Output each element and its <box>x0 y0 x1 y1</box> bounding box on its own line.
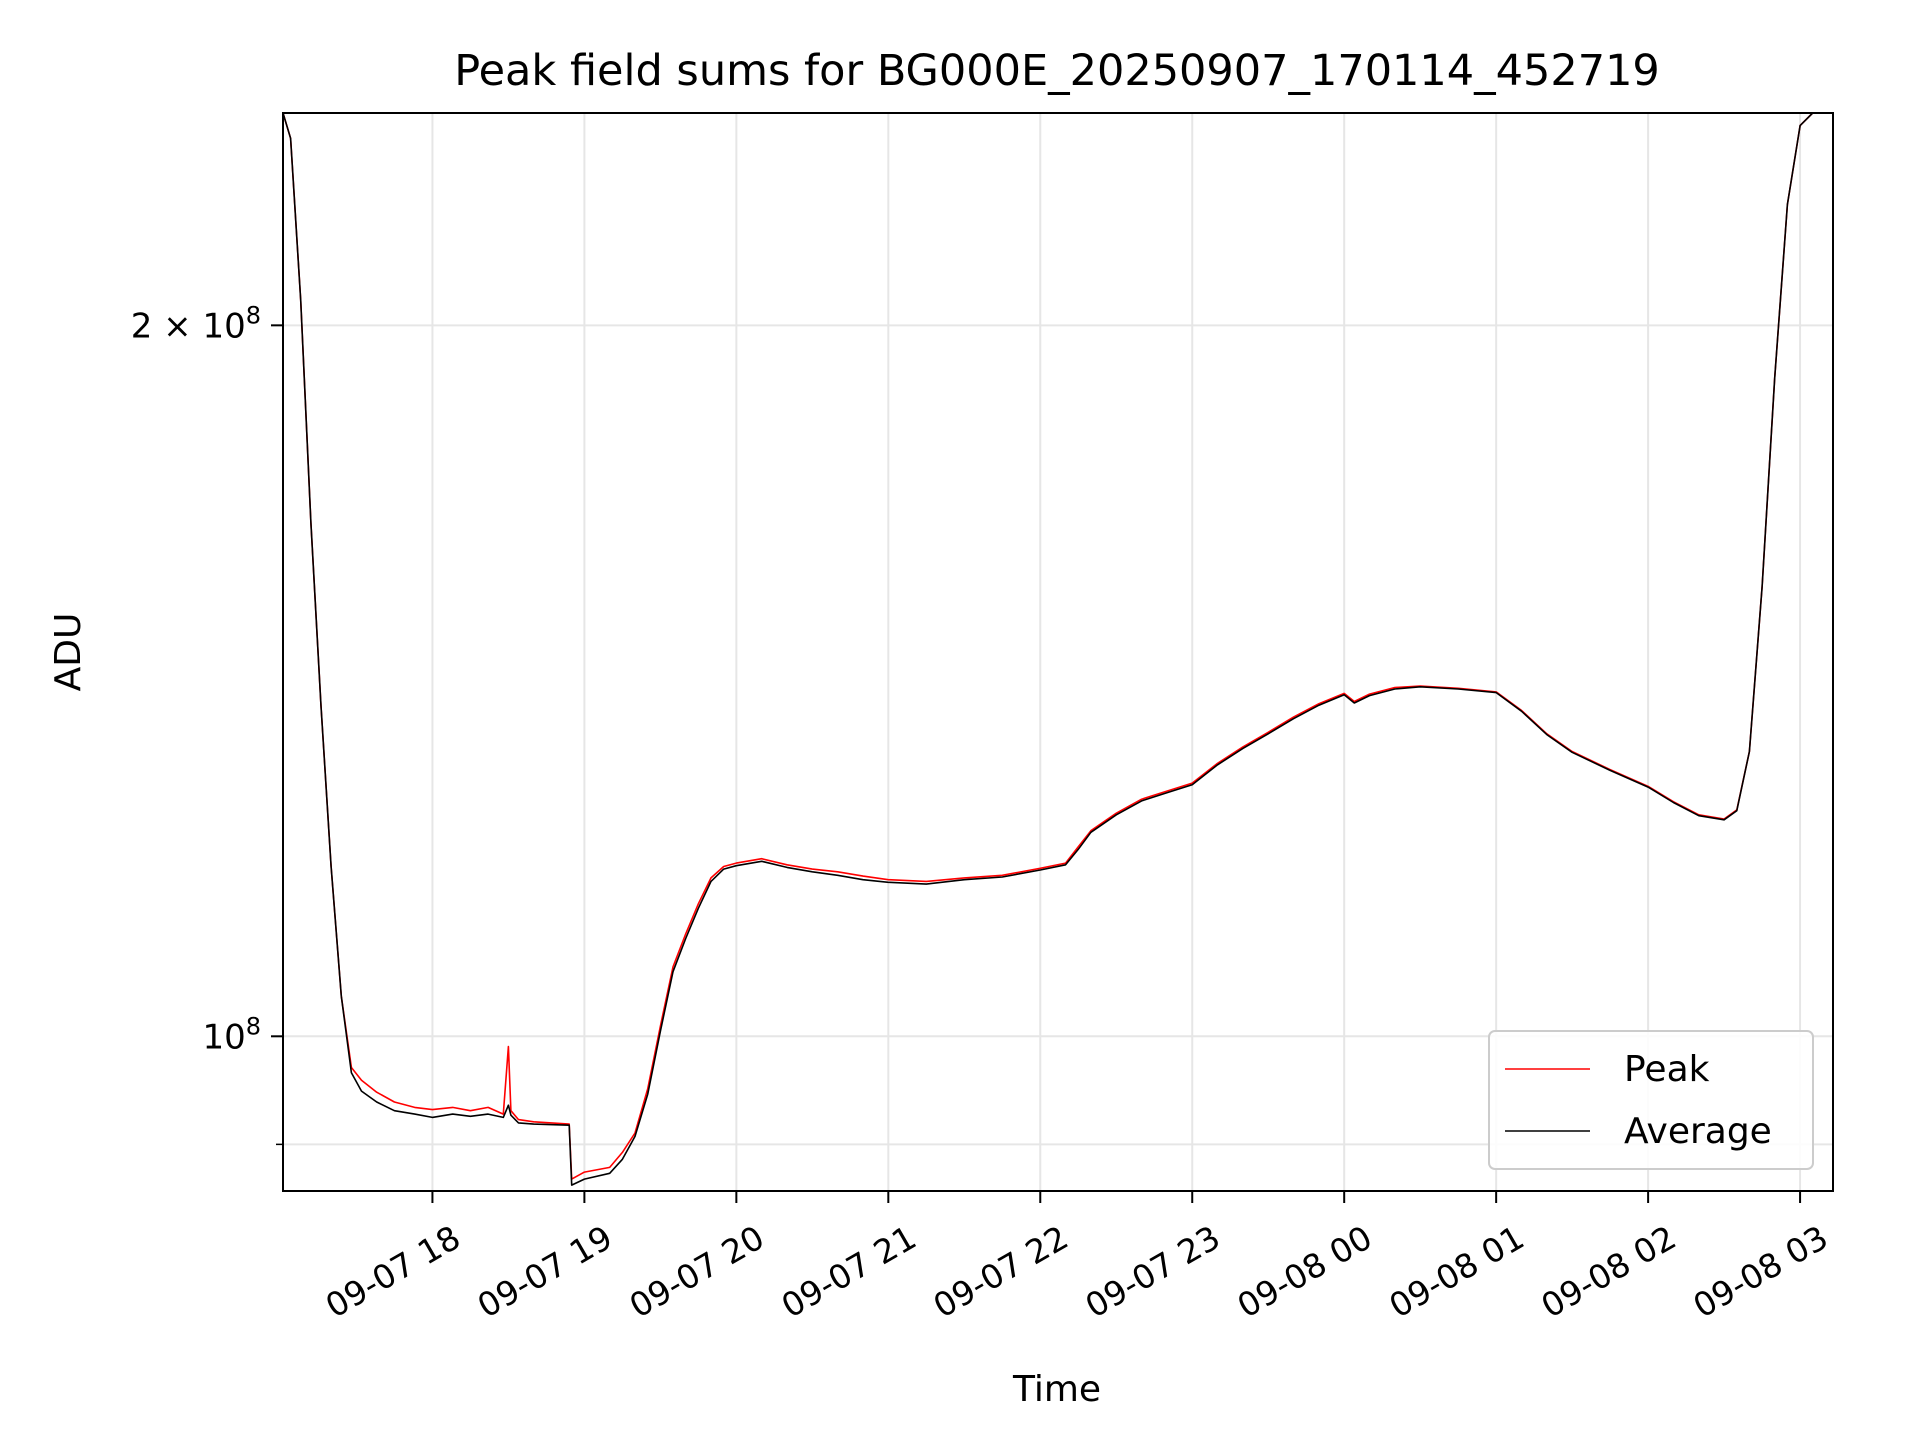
legend-label-peak: Peak <box>1624 1049 1710 1090</box>
series-line-average <box>282 112 1833 1186</box>
legend-box <box>1488 1030 1814 1170</box>
plot-frame <box>282 112 1834 1192</box>
legend: Peak Average <box>1488 1030 1814 1170</box>
legend-label-average: Average <box>1624 1111 1772 1152</box>
plot-lines <box>282 112 1833 1186</box>
y-tick-label: 108 <box>202 1012 261 1057</box>
chart-title: Peak field sums for BG000E_20250907_1701… <box>454 46 1660 96</box>
y-axis-label: ADU <box>48 613 89 692</box>
y-tick-label: 2 × 108 <box>131 301 261 346</box>
y-axis: 2 × 108 108 <box>131 301 283 1146</box>
x-axis-label: Time <box>1012 1369 1101 1410</box>
